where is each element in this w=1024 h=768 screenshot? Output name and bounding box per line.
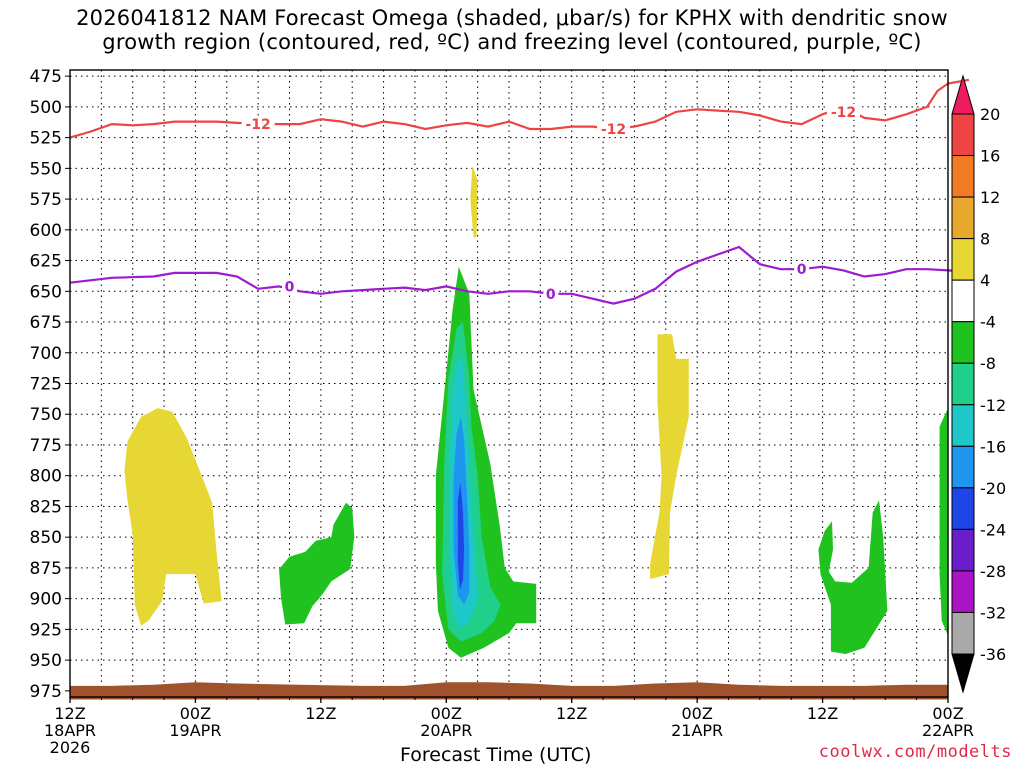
x-tick-label: 00Z — [681, 704, 712, 723]
credit-text: coolwx.com/modelts — [818, 742, 1012, 762]
contour-label-bg — [794, 261, 810, 278]
contour-label: 0 — [546, 287, 556, 303]
colorbar-label: -4 — [980, 313, 996, 332]
y-tick-label: 925 — [30, 620, 62, 640]
colorbar-box — [951, 445, 975, 489]
y-tick-label: 650 — [30, 282, 62, 302]
y-tick-label: 950 — [30, 651, 62, 671]
contour-label-bg — [282, 278, 297, 295]
y-tick-label: 875 — [30, 559, 62, 579]
x-tick-label: 00Z — [431, 704, 462, 723]
colorbar-bottom-arrow — [951, 653, 975, 694]
colorbar-label: 8 — [980, 230, 990, 249]
y-tick-label: 750 — [30, 405, 62, 425]
x-tick-label: 22APR — [922, 721, 974, 740]
y-tick-label: 725 — [30, 375, 62, 395]
x-tick-label: 12Z — [305, 704, 336, 723]
x-axis-title: Forecast Time (UTC) — [400, 744, 592, 766]
shade-4-0 — [124, 408, 222, 626]
colorbar-box — [951, 238, 975, 281]
y-tick-label: 625 — [30, 252, 62, 272]
colorbar-label: -20 — [980, 479, 1006, 498]
shade--4-2 — [818, 500, 888, 654]
y-tick-label: 775 — [30, 436, 62, 456]
colorbar-label: -32 — [980, 603, 1006, 622]
x-tick-label: 20APR — [420, 721, 472, 740]
contour-label: 0 — [285, 279, 295, 295]
y-tick-label: 700 — [30, 344, 62, 364]
colorbar-label: 12 — [980, 188, 1000, 207]
x-tick-label: 2026 — [50, 738, 91, 757]
temperature-contours: -12 -12 -12 0 0 0 — [69, 78, 970, 305]
contour-label: -12 — [245, 117, 270, 133]
omega-shading — [70, 165, 948, 700]
y-tick-label: 900 — [30, 590, 62, 610]
y-tick-label: 975 — [30, 682, 62, 702]
y-tick-label: 825 — [30, 497, 62, 517]
contour-label: 0 — [797, 262, 807, 278]
y-tick-label: 800 — [30, 467, 62, 487]
title-line-1: 2026041812 NAM Forecast Omega (shaded, μ… — [76, 6, 948, 30]
colorbar-label: 4 — [980, 271, 990, 290]
colorbar-box — [951, 279, 975, 323]
y-tick-label: 500 — [30, 98, 62, 118]
colorbar-box — [951, 404, 975, 447]
axes: 475 500 525 550 575 600 625 650 675 700 725 750 775 8… — [30, 67, 974, 757]
contour-label-bg — [826, 103, 860, 120]
y-tick-label: 550 — [30, 159, 62, 179]
colorbar-label: -16 — [980, 437, 1006, 456]
colorbar-label: -36 — [980, 645, 1006, 664]
contour-label-bg — [543, 285, 559, 302]
x-tick-label: 12Z — [54, 704, 85, 723]
y-tick-label: 675 — [30, 313, 62, 333]
colorbar-label: -28 — [980, 562, 1006, 581]
shade--20-0 — [457, 483, 465, 590]
colorbar-box — [951, 570, 975, 613]
x-tick-label: 00Z — [932, 704, 963, 723]
x-tick-label: 21APR — [671, 721, 723, 740]
omega-colorbar: 20 16 12 8 4 -4 -8 -12 -16 -20 -24 -28 -32 -36 — [951, 74, 1006, 694]
contour-line — [69, 245, 969, 305]
contour-label: -12 — [831, 105, 856, 121]
y-tick-label: 850 — [30, 528, 62, 548]
shade-ground-0 — [70, 682, 948, 700]
shade--4-0 — [279, 502, 355, 625]
colorbar-box — [951, 321, 975, 364]
y-tick-label: 600 — [30, 221, 62, 241]
x-tick-label: 12Z — [556, 704, 587, 723]
colorbar-box — [951, 487, 975, 530]
shade-4-2 — [650, 334, 689, 579]
colorbar-label: -8 — [980, 354, 996, 373]
colorbar-box — [951, 155, 975, 198]
title-line-2: growth region (contoured, red, ºC) and f… — [102, 30, 922, 54]
colorbar-box — [951, 362, 975, 406]
colorbar-box — [951, 196, 975, 240]
contour-label-bg — [241, 116, 275, 133]
x-tick-label: 19APR — [169, 721, 221, 740]
shade-4-1 — [470, 165, 478, 238]
colorbar-box — [951, 611, 975, 655]
x-tick-label: 18APR — [44, 721, 96, 740]
y-tick-label: 475 — [30, 67, 62, 87]
plot-frame — [69, 69, 949, 698]
colorbar-label: -24 — [980, 520, 1006, 539]
shade--4-3 — [939, 408, 948, 636]
contour-label: -12 — [601, 122, 626, 138]
y-tick-label: 575 — [30, 190, 62, 210]
contour-label-bg — [597, 121, 631, 138]
colorbar-label: 20 — [980, 105, 1000, 124]
x-tick-label: 00Z — [180, 704, 211, 723]
colorbar-box — [951, 113, 975, 157]
x-tick-label: 12Z — [807, 704, 838, 723]
chart-title: 2026041812 NAM Forecast Omega (shaded, μ… — [0, 6, 1024, 54]
colorbar-label: 16 — [980, 147, 1000, 166]
colorbar-label: -12 — [980, 396, 1006, 415]
y-tick-label: 525 — [30, 129, 62, 149]
colorbar-box — [951, 528, 975, 572]
